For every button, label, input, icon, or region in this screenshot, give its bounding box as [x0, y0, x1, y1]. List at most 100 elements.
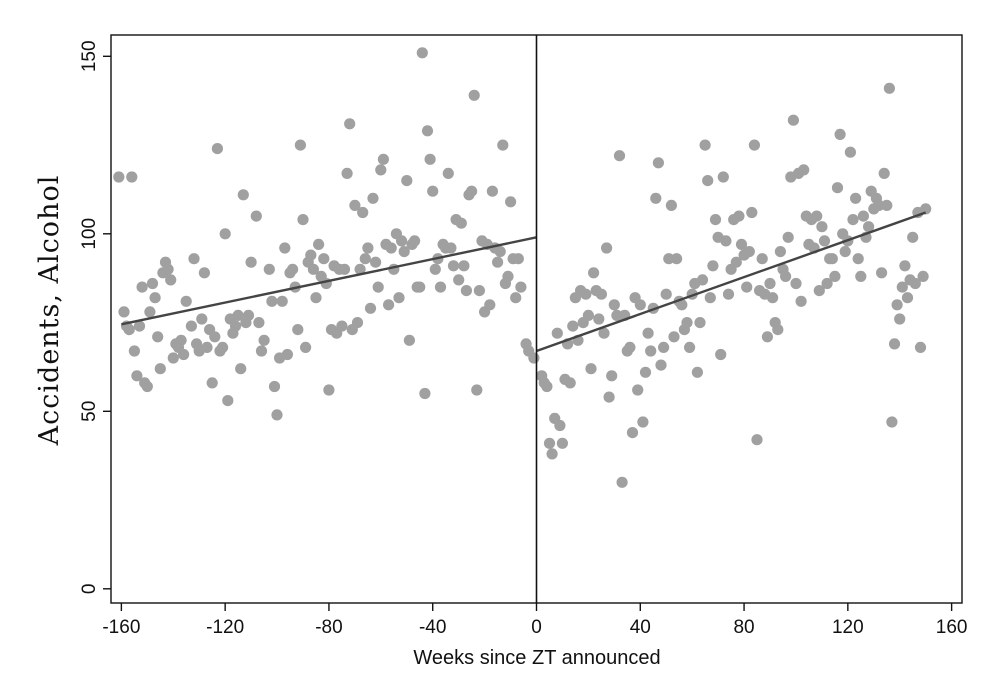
- data-point: [546, 448, 558, 460]
- data-point: [772, 324, 784, 336]
- data-point: [359, 253, 371, 265]
- data-point: [421, 125, 434, 137]
- data-point: [292, 324, 304, 336]
- data-point: [255, 345, 268, 357]
- data-point: [671, 253, 683, 265]
- data-point: [370, 256, 382, 268]
- x-tick-label: -80: [315, 617, 342, 638]
- data-point: [133, 320, 146, 332]
- data-point: [466, 185, 478, 197]
- x-axis-label: Weeks since ZT announced: [413, 647, 660, 669]
- data-point: [377, 153, 389, 165]
- data-point: [123, 324, 135, 336]
- data-point: [668, 331, 680, 343]
- data-point: [131, 370, 143, 382]
- data-point: [136, 281, 148, 293]
- data-point: [876, 267, 888, 279]
- data-point: [471, 384, 483, 396]
- data-point: [850, 192, 862, 204]
- data-point: [211, 143, 223, 155]
- data-point: [593, 313, 605, 325]
- x-tick-label: -120: [206, 617, 244, 638]
- data-point: [401, 175, 413, 187]
- data-point: [447, 260, 460, 272]
- data-point: [146, 277, 159, 290]
- data-point: [748, 139, 761, 151]
- data-point: [634, 299, 646, 311]
- data-point: [144, 306, 156, 318]
- data-point: [920, 203, 932, 215]
- data-point: [818, 235, 831, 247]
- data-point: [642, 327, 654, 339]
- data-point: [126, 171, 138, 183]
- data-point: [473, 285, 485, 297]
- data-point: [414, 281, 426, 293]
- data-point: [722, 288, 735, 300]
- y-axis-ticks: 0 50 100 150: [79, 40, 111, 594]
- data-point: [650, 192, 662, 204]
- data-point: [364, 302, 377, 314]
- data-point: [338, 263, 351, 275]
- data-point: [626, 427, 639, 439]
- data-point: [232, 309, 244, 321]
- data-point: [198, 267, 210, 279]
- y-tick-label: 0: [79, 584, 100, 595]
- data-point: [595, 288, 608, 300]
- data-point: [178, 348, 190, 361]
- data-point: [863, 221, 875, 233]
- data-point: [383, 299, 395, 311]
- data-point: [152, 331, 164, 343]
- x-tick-label: -160: [102, 617, 140, 638]
- data-point: [318, 253, 330, 265]
- data-point: [652, 157, 665, 169]
- data-point: [149, 292, 161, 304]
- data-point: [403, 334, 415, 346]
- data-point: [847, 214, 859, 226]
- data-point: [899, 260, 911, 272]
- data-point: [909, 277, 921, 290]
- data-point: [645, 345, 657, 357]
- data-point: [684, 341, 696, 353]
- data-point: [458, 260, 470, 272]
- x-tick-label: 40: [630, 617, 651, 638]
- data-point: [180, 295, 192, 307]
- data-point: [341, 167, 353, 179]
- data-point: [886, 416, 898, 428]
- data-point: [914, 341, 927, 353]
- fit-line: [536, 211, 927, 353]
- data-point: [242, 309, 255, 321]
- data-point: [894, 313, 906, 325]
- data-point: [564, 377, 576, 389]
- data-point: [235, 363, 247, 375]
- data-point: [704, 292, 716, 304]
- y-axis-label: Accidents, Alcohol: [34, 175, 65, 447]
- data-point: [751, 434, 763, 446]
- data-point: [307, 263, 319, 275]
- data-point: [588, 267, 600, 279]
- data-point: [217, 341, 229, 353]
- x-axis-ticks: -160 -120 -80 -40 0 40 80 120 160: [102, 603, 967, 638]
- data-point: [554, 419, 566, 432]
- data-point: [393, 292, 405, 304]
- data-point: [297, 214, 309, 226]
- data-point: [761, 331, 774, 343]
- data-point: [209, 331, 221, 343]
- data-point: [601, 242, 613, 254]
- data-point: [707, 260, 719, 272]
- data-point: [287, 263, 299, 275]
- data-point: [665, 199, 678, 211]
- data-point: [118, 306, 130, 318]
- fit-line: [121, 236, 537, 326]
- data-point: [696, 274, 709, 286]
- data-point: [162, 263, 174, 275]
- data-point: [128, 345, 140, 357]
- data-point: [702, 175, 714, 187]
- data-point: [165, 274, 177, 286]
- x-tick-label: -40: [419, 617, 446, 638]
- data-point: [717, 171, 729, 183]
- data-point: [305, 249, 317, 261]
- data-point: [611, 309, 623, 321]
- data-point: [372, 281, 384, 293]
- data-point: [733, 210, 745, 222]
- data-point: [245, 256, 257, 268]
